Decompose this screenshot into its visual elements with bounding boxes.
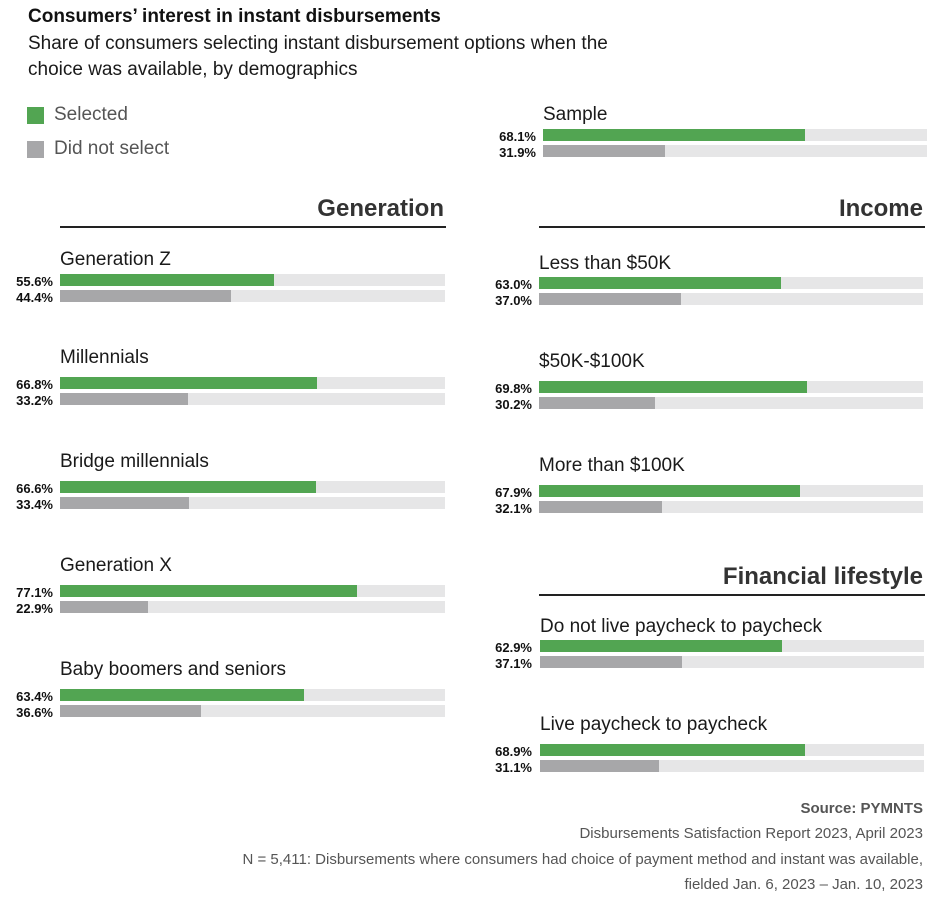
legend-label-selected: Selected — [54, 104, 128, 125]
value-label-selected: 63.0% — [495, 277, 532, 292]
bar-not-selected — [60, 497, 189, 509]
section-rule-generation — [60, 226, 446, 228]
value-label-not-selected: 31.1% — [495, 760, 532, 775]
bar-selected — [539, 277, 781, 289]
value-label-selected: 67.9% — [495, 485, 532, 500]
bar-track — [60, 705, 445, 717]
bar-track — [60, 481, 445, 493]
bar-track — [60, 274, 445, 286]
value-label-sample-not-selected: 31.9% — [499, 145, 536, 160]
value-label-not-selected: 37.1% — [495, 656, 532, 671]
bar-selected — [60, 274, 275, 286]
value-label-selected: 77.1% — [16, 585, 53, 600]
value-label-not-selected: 44.4% — [16, 290, 53, 305]
bar-track — [60, 290, 445, 302]
bar-track — [540, 744, 924, 756]
value-label-selected: 62.9% — [495, 640, 532, 655]
bar-track — [60, 377, 445, 389]
group-label: Do not live paycheck to paycheck — [540, 616, 822, 637]
value-label-not-selected: 36.6% — [16, 705, 53, 720]
bar-track — [60, 585, 445, 597]
bar-track — [60, 689, 445, 701]
value-label-not-selected: 22.9% — [16, 601, 53, 616]
value-label-selected: 69.8% — [495, 381, 532, 396]
value-label-selected: 68.9% — [495, 744, 532, 759]
bar-not-selected — [60, 393, 188, 405]
group-label: More than $100K — [539, 455, 685, 476]
bar-track — [539, 293, 923, 305]
group-label: $50K-$100K — [539, 351, 645, 372]
value-label-not-selected: 33.4% — [16, 497, 53, 512]
bar-selected — [60, 689, 305, 701]
bar-track — [543, 145, 927, 157]
group-label: Baby boomers and seniors — [60, 659, 287, 680]
bar-selected — [540, 640, 782, 652]
bar-track — [539, 485, 923, 497]
bar-track — [539, 277, 923, 289]
legend-label-did-not-select: Did not select — [54, 138, 170, 159]
value-label-not-selected: 33.2% — [16, 393, 53, 408]
group-label: Live paycheck to paycheck — [540, 714, 768, 735]
section-title-income: Income — [838, 195, 923, 222]
bar-not-selected — [60, 290, 231, 302]
bar-track — [540, 760, 924, 772]
bar-track — [539, 397, 923, 409]
bar-track — [539, 501, 923, 513]
bar-sample-selected — [543, 129, 805, 141]
bar-not-selected — [540, 760, 660, 772]
bar-not-selected — [539, 293, 682, 305]
value-label-not-selected: 30.2% — [495, 397, 532, 412]
chart-subtitle: Share of consumers selecting instant dis… — [28, 33, 608, 80]
section-rule-financial-lifestyle — [539, 594, 925, 596]
source-sample-note: N = 5,411: Disbursements where consumers… — [242, 851, 923, 868]
bar-selected — [539, 485, 800, 497]
legend-item-selected: Selected — [27, 104, 128, 126]
group-label: Generation Z — [60, 249, 171, 270]
group-label: Bridge millennials — [60, 451, 209, 472]
chart-title: Consumers’ interest in instant disbursem… — [28, 6, 441, 27]
bar-track — [540, 640, 924, 652]
bar-selected — [60, 481, 317, 493]
legend-item-did-not-select: Did not select — [27, 138, 169, 160]
bar-selected — [540, 744, 805, 756]
section-title-generation: Generation — [317, 195, 444, 222]
bar-selected — [60, 377, 318, 389]
bar-track — [540, 656, 924, 668]
group-label: Millennials — [60, 347, 149, 368]
section-rule-income — [539, 226, 925, 228]
source-field-dates: fielded Jan. 6, 2023 – Jan. 10, 2023 — [684, 876, 923, 893]
bar-track — [539, 381, 923, 393]
value-label-selected: 66.6% — [16, 481, 53, 496]
bar-not-selected — [539, 397, 655, 409]
value-label-selected: 63.4% — [16, 689, 53, 704]
bar-track — [60, 393, 445, 405]
legend-swatch-selected — [27, 106, 44, 124]
bar-track — [60, 497, 445, 509]
value-label-selected: 55.6% — [16, 274, 53, 289]
group-label: Less than $50K — [539, 253, 672, 274]
bar-not-selected — [540, 656, 683, 668]
bar-not-selected — [539, 501, 663, 513]
bar-not-selected — [60, 705, 201, 717]
source-credit: Source: PYMNTS — [800, 800, 923, 817]
group-label: Generation X — [60, 555, 172, 576]
section-title-financial-lifestyle: Financial lifestyle — [722, 563, 923, 590]
bar-not-selected — [60, 601, 149, 613]
bar-selected — [539, 381, 808, 393]
value-label-sample-selected: 68.1% — [499, 129, 536, 144]
source-report: Disbursements Satisfaction Report 2023, … — [579, 825, 923, 842]
group-label-sample: Sample — [543, 104, 608, 125]
legend-swatch-did-not-select — [27, 140, 44, 158]
bar-selected — [60, 585, 357, 597]
bar-track — [543, 129, 927, 141]
bar-sample-not-selected — [543, 145, 666, 157]
value-label-not-selected: 32.1% — [495, 501, 532, 516]
value-label-not-selected: 37.0% — [495, 293, 532, 308]
bar-track — [60, 601, 445, 613]
value-label-selected: 66.8% — [16, 377, 53, 392]
